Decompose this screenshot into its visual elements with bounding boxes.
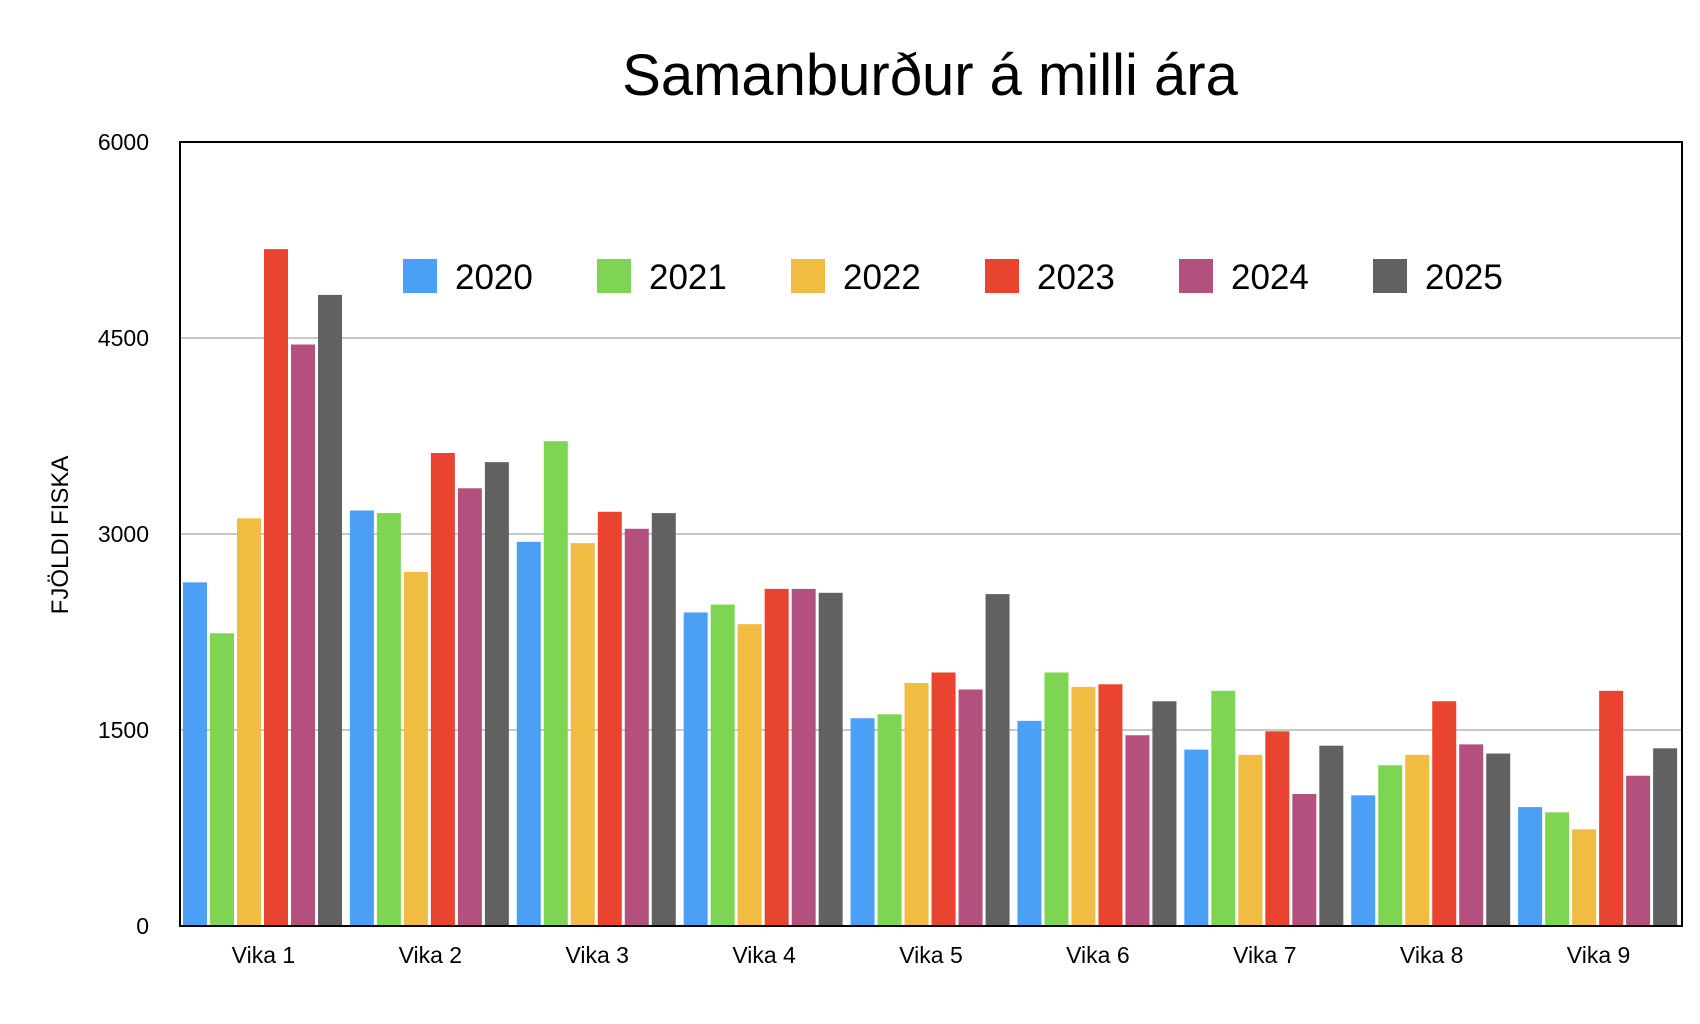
bar-2022-7 — [1238, 754, 1263, 926]
bar-2023-1 — [264, 249, 288, 926]
bar-2020-5 — [850, 718, 875, 926]
bar-2021-1 — [210, 633, 234, 926]
chart-title: Samanburður á milli ára — [622, 43, 1238, 108]
bar-2023-5 — [931, 672, 956, 926]
bar-2023-6 — [1098, 684, 1123, 926]
bar-2022-3 — [570, 543, 595, 926]
plot-frame — [179, 141, 1683, 927]
bar-2024-2 — [457, 488, 482, 926]
bar-2025-8 — [1486, 753, 1511, 926]
bar-2020-6 — [1017, 720, 1042, 926]
bar-2023-8 — [1432, 701, 1457, 926]
bar-2024-7 — [1292, 794, 1317, 926]
bar-2020-2 — [349, 510, 374, 926]
y-tick-label: 6000 — [98, 129, 149, 155]
bar-2021-7 — [1211, 690, 1236, 926]
bar-2024-8 — [1459, 744, 1484, 926]
bar-2023-4 — [764, 588, 789, 926]
bar-2023-3 — [597, 511, 622, 926]
bar-2025-7 — [1319, 745, 1344, 926]
bar-2022-9 — [1572, 829, 1597, 926]
x-tick-label: Vika 3 — [565, 942, 629, 968]
bar-2020-1 — [183, 582, 207, 926]
x-tick-label: Vika 9 — [1567, 942, 1631, 968]
legend-label-2020: 2020 — [455, 258, 533, 297]
bar-2023-9 — [1599, 690, 1624, 926]
bar-2022-4 — [737, 624, 762, 926]
bar-2022-6 — [1071, 686, 1096, 926]
x-tick-label: Vika 2 — [399, 942, 463, 968]
legend-swatch-2024 — [1179, 259, 1213, 293]
bar-2021-5 — [877, 714, 902, 926]
x-tick-label: Vika 7 — [1233, 942, 1297, 968]
legend-label-2024: 2024 — [1231, 258, 1309, 297]
bar-2021-6 — [1044, 672, 1069, 926]
bar-2022-8 — [1405, 754, 1430, 926]
bar-2021-2 — [376, 513, 401, 926]
bar-2022-1 — [237, 518, 261, 926]
y-tick-label: 1500 — [98, 717, 149, 743]
legend: 2020 2021 2022 2023 2024 2025 — [403, 258, 1503, 297]
x-tick-label: Vika 6 — [1066, 942, 1130, 968]
bar-2021-9 — [1545, 812, 1570, 926]
x-tick-label: Vika 4 — [732, 942, 796, 968]
bar-2020-8 — [1351, 795, 1376, 926]
bar-2025-6 — [1152, 701, 1177, 926]
legend-swatch-2025 — [1373, 259, 1407, 293]
axes: 0 1500 3000 4500 6000 Vika 1 Vika 2 Vika 3 Vika … — [98, 129, 1683, 968]
legend-label-2021: 2021 — [649, 258, 727, 297]
bar-2021-4 — [710, 604, 735, 926]
legend-swatch-2023 — [985, 259, 1019, 293]
bar-2024-5 — [958, 689, 983, 926]
bar-2025-9 — [1653, 748, 1678, 926]
bar-2024-4 — [791, 588, 816, 926]
y-tick-label: 3000 — [98, 521, 149, 547]
bar-2022-5 — [904, 682, 929, 926]
bar-2025-1 — [318, 294, 342, 926]
bar-2025-4 — [818, 592, 843, 926]
legend-label-2025: 2025 — [1425, 258, 1503, 297]
bar-2022-2 — [403, 571, 428, 926]
legend-label-2022: 2022 — [843, 258, 921, 297]
bar-2024-9 — [1626, 775, 1651, 926]
legend-label-2023: 2023 — [1037, 258, 1115, 297]
bar-2020-7 — [1184, 749, 1209, 926]
bar-2021-3 — [543, 441, 568, 926]
bar-2020-4 — [683, 612, 708, 926]
bar-2025-2 — [484, 462, 509, 926]
bar-2025-3 — [651, 513, 676, 926]
legend-swatch-2022 — [791, 259, 825, 293]
grid-lines — [180, 337, 1682, 731]
legend-swatch-2021 — [597, 259, 631, 293]
bar-2025-5 — [985, 594, 1010, 926]
bar-2023-2 — [430, 452, 455, 926]
bar-2024-6 — [1125, 735, 1150, 926]
x-tick-label: Vika 8 — [1400, 942, 1464, 968]
bar-2021-8 — [1378, 765, 1403, 926]
bar-2024-1 — [291, 344, 315, 926]
x-tick-label: Vika 5 — [899, 942, 963, 968]
bars — [183, 249, 1678, 926]
y-tick-label: 0 — [136, 913, 149, 939]
bar-2024-3 — [624, 528, 649, 926]
legend-swatch-2020 — [403, 259, 437, 293]
y-tick-label: 4500 — [98, 325, 149, 351]
x-tick-label: Vika 1 — [232, 942, 296, 968]
bar-2020-9 — [1518, 807, 1543, 926]
bar-2020-3 — [516, 541, 541, 926]
bar-2023-7 — [1265, 731, 1290, 926]
y-axis-label: FJÖLDI FISKA — [47, 456, 74, 615]
